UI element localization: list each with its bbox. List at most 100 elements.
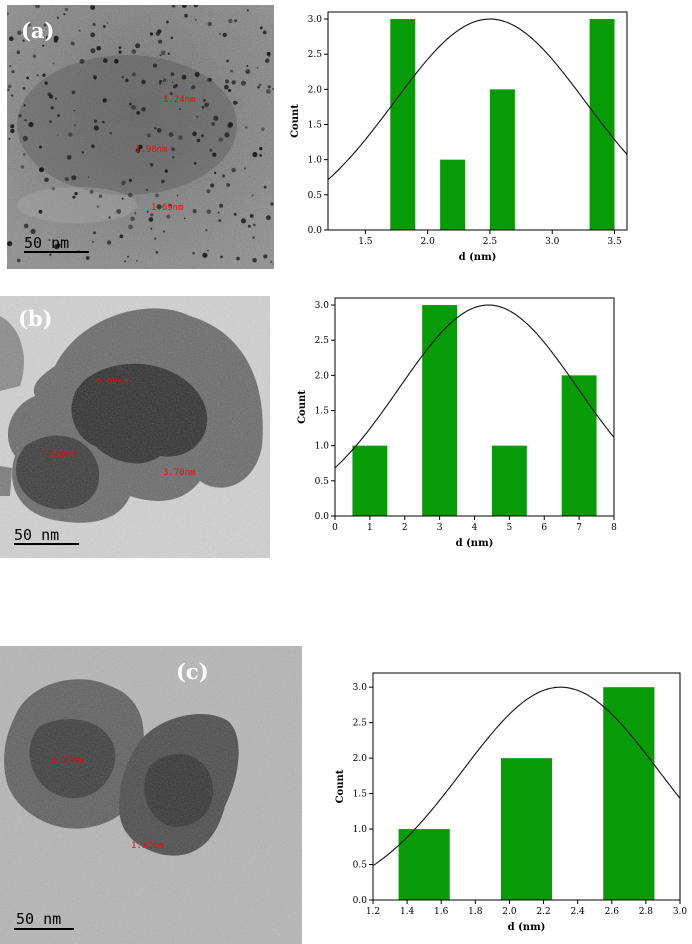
nanoparticle [161,179,165,184]
nanoparticle [51,187,55,191]
nanoparticle [71,90,76,95]
nanoparticle [121,180,126,185]
nanoparticle [272,88,274,90]
y-axis-title: Count [290,104,301,138]
fit-curve [328,18,627,181]
nanoparticle [218,137,223,142]
histogram-a-svg: 1.5 2.0 2.5 3.0 3.5 0.0 0.5 1.0 1.5 2.0 2.5 3.0 d (n… [290,11,628,263]
nanoparticle [228,89,231,92]
nanoparticle [114,59,119,64]
fit-curve [373,686,680,867]
nanoparticle [96,205,100,208]
nanoparticle [150,213,154,217]
nanoparticle [106,22,109,24]
nanoparticle [93,119,98,123]
nanoparticle [56,134,59,136]
nanoparticle [96,46,101,51]
nanoparticle [170,72,175,76]
nanoparticle [44,177,49,183]
measurement-label: 1.32nm [131,841,164,851]
nanoparticle [169,203,172,207]
nanoparticle [178,135,183,140]
nanoparticle [155,251,159,254]
measurement-label: 4.08nm [42,450,75,460]
nanoparticle [36,74,39,77]
nanoparticle [131,105,136,110]
nanoparticle [18,114,22,118]
nanoparticle [149,32,154,36]
nanoparticle [93,125,99,131]
nanoparticle [8,137,11,140]
nanoparticle [135,43,141,49]
nanoparticle [118,46,122,49]
nanoparticle [246,9,249,12]
nanoparticle [135,148,141,153]
nanoparticle [57,114,60,117]
nanoparticle [136,111,141,115]
measurement-label: 1.24nm [163,95,196,105]
nanoparticle [90,32,96,38]
nanoparticle [226,183,231,187]
nanoparticle [231,80,236,85]
nanoparticle [171,147,176,152]
nanoparticle [124,260,127,263]
nanoparticle [202,252,208,258]
nanoparticle [233,100,238,105]
nanoparticle [210,183,215,188]
nanoparticle [32,54,37,58]
nanoparticle [64,7,69,12]
y-tick-label: 0.5 [315,477,330,487]
nanoparticle [236,101,239,104]
measurement-label: 3.70nm [163,468,196,478]
nanoparticle [245,69,251,75]
nanoparticle [149,163,154,167]
nanoparticle [252,151,258,158]
histogram-bar [561,375,597,516]
y-axis-title: Count [297,390,308,424]
nanoparticle [219,32,222,35]
y-tick-label: 2.0 [308,85,323,95]
nanoparticle [78,29,81,32]
nanoparticle [192,131,197,137]
nanoparticle [146,210,149,213]
nanoparticle [224,79,230,84]
nanoparticle [148,217,154,222]
nanoparticle [258,83,262,87]
nanoparticle [10,128,15,134]
nanoparticle [191,85,196,90]
nanoparticle [167,52,170,55]
y-tick-label: 0.0 [353,896,368,906]
histogram-bar [500,758,553,900]
nanoparticle [217,211,220,214]
nanoparticle [55,97,57,100]
tem-image-c-canvas: (c) 2.87nm 1.32nm 50 nm [0,646,302,944]
nanoparticle [219,203,224,208]
nanoparticle [170,92,173,95]
nanoparticle [9,36,14,41]
nanoparticle [45,35,50,40]
y-axis-title: Count [335,769,346,803]
nanoparticle [7,84,12,89]
nanoparticle [159,79,162,83]
nanoparticle [201,105,205,109]
nanoparticle [85,256,90,260]
x-tick-label: 2 [402,523,408,533]
nanoparticle [201,134,204,138]
nanoparticle [252,258,257,263]
nanoparticle [26,76,29,80]
nanoparticle [11,70,15,74]
nanoparticle [150,227,153,230]
nanoparticle [121,197,124,200]
nanoparticle [213,115,219,121]
histogram-bar [440,159,466,230]
nanoparticle [266,51,271,56]
nanoparticle [270,202,274,206]
nanoparticle [212,152,217,157]
y-tick-label: 1.0 [353,825,368,835]
y-tick-label: 3.0 [315,301,330,311]
nanoparticle [42,44,45,47]
x-tick-label: 1.6 [434,907,449,917]
x-tick-label: 2.4 [571,907,586,917]
x-tick-label: 5 [507,523,513,533]
nanoparticle [193,162,197,165]
